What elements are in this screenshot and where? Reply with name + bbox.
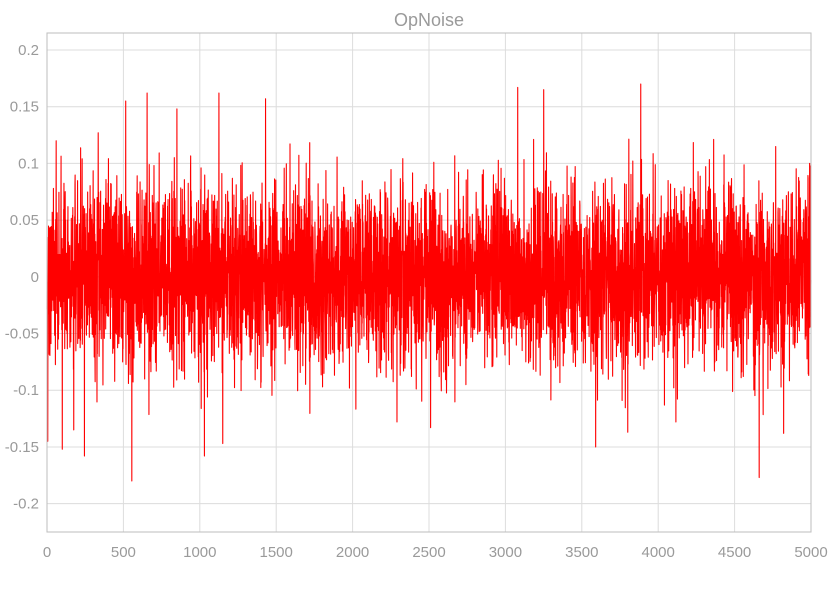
plot-area (46, 83, 812, 482)
y-axis-ticks: -0.2 -0.15 -0.1 -0.05 0 0.05 0.1 0.15 0.2 (5, 42, 39, 513)
y-tick-label: -0.2 (13, 496, 39, 513)
x-tick-label: 1500 (260, 544, 293, 561)
axes-frame (46, 32, 812, 533)
y-tick-label: -0.15 (5, 439, 39, 456)
y-tick-label: 0.15 (10, 99, 39, 116)
y-tick-label: 0.2 (18, 42, 39, 59)
x-tick-label: 1000 (183, 544, 216, 561)
x-tick-label: 3500 (565, 544, 598, 561)
x-tick-label: 5000 (794, 544, 827, 561)
x-axis-ticks: 0 500 1000 1500 2000 2500 3000 3500 4000 4500 5000 (43, 544, 828, 561)
x-tick-label: 4500 (718, 544, 751, 561)
y-tick-label: 0 (31, 269, 39, 286)
x-tick-label: 4000 (642, 544, 675, 561)
x-tick-label: 500 (111, 544, 136, 561)
y-tick-label: -0.1 (13, 382, 39, 399)
y-tick-label: -0.05 (5, 326, 39, 343)
x-tick-label: 2500 (412, 544, 445, 561)
noise-series-line (46, 83, 812, 482)
x-tick-label: 0 (43, 544, 51, 561)
x-tick-label: 2000 (336, 544, 369, 561)
chart-title: OpNoise (394, 10, 464, 30)
x-tick-label: 3000 (489, 544, 522, 561)
y-tick-label: 0.05 (10, 212, 39, 229)
y-tick-label: 0.1 (18, 155, 39, 172)
